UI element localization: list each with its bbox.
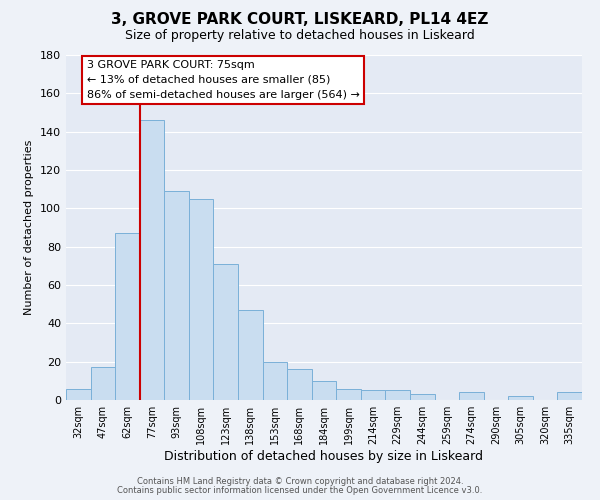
Text: 3, GROVE PARK COURT, LISKEARD, PL14 4EZ: 3, GROVE PARK COURT, LISKEARD, PL14 4EZ (112, 12, 488, 28)
Bar (508, 396, 533, 400)
Y-axis label: Number of detached properties: Number of detached properties (25, 140, 34, 315)
Bar (557, 392, 582, 400)
Text: Size of property relative to detached houses in Liskeard: Size of property relative to detached ho… (125, 29, 475, 42)
Bar (91, 368, 115, 400)
Bar (140, 120, 164, 400)
Bar (312, 381, 336, 400)
Bar (336, 388, 361, 400)
Bar (459, 392, 484, 400)
Bar (214, 264, 238, 400)
Bar (385, 390, 410, 400)
Bar (238, 310, 263, 400)
Text: Contains public sector information licensed under the Open Government Licence v3: Contains public sector information licen… (118, 486, 482, 495)
Bar (361, 390, 385, 400)
Bar (164, 191, 189, 400)
Text: 3 GROVE PARK COURT: 75sqm
← 13% of detached houses are smaller (85)
86% of semi-: 3 GROVE PARK COURT: 75sqm ← 13% of detac… (86, 60, 359, 100)
Bar (410, 394, 434, 400)
Bar (66, 388, 91, 400)
Text: Contains HM Land Registry data © Crown copyright and database right 2024.: Contains HM Land Registry data © Crown c… (137, 477, 463, 486)
X-axis label: Distribution of detached houses by size in Liskeard: Distribution of detached houses by size … (164, 450, 484, 463)
Bar (263, 362, 287, 400)
Bar (287, 370, 312, 400)
Bar (189, 198, 214, 400)
Bar (115, 233, 140, 400)
